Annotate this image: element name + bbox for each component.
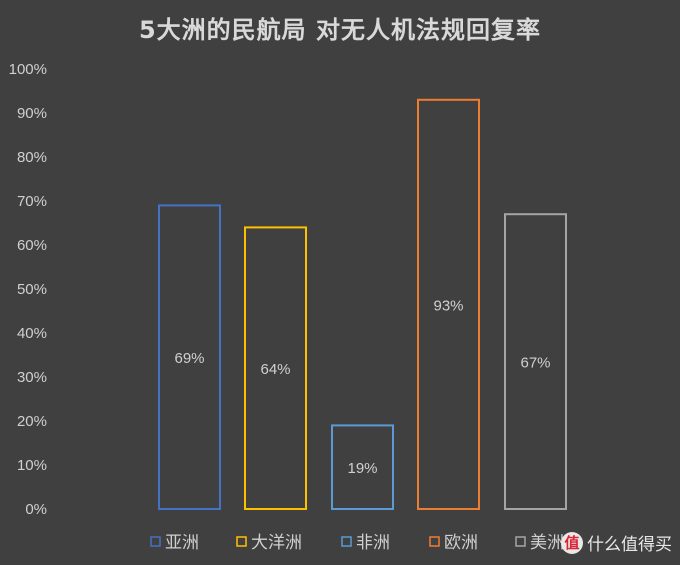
chart-title: 5大洲的民航局 对无人机法规回复率	[138, 16, 542, 44]
y-tick-label: 80%	[17, 149, 47, 166]
y-tick-label: 40%	[17, 325, 47, 342]
y-tick-label: 70%	[17, 193, 47, 210]
legend-label: 亚洲	[165, 533, 199, 553]
legend-swatch	[236, 536, 247, 547]
y-tick-label: 30%	[17, 369, 47, 386]
data-label: 93%	[433, 297, 463, 314]
y-tick-label: 100%	[9, 61, 47, 78]
bar-4	[417, 98, 480, 511]
watermark-logo-icon: 值	[561, 531, 583, 554]
legend-label: 美洲	[530, 533, 564, 553]
bar-2	[244, 226, 307, 510]
data-label: 67%	[520, 355, 550, 372]
y-tick-label: 10%	[17, 457, 47, 474]
legend-swatch	[515, 536, 526, 547]
legend-swatch	[429, 536, 440, 547]
bar-1	[158, 204, 221, 510]
y-tick-label: 60%	[17, 237, 47, 254]
y-tick-label: 20%	[17, 413, 47, 430]
legend-label: 大洋洲	[251, 533, 302, 553]
legend-swatch	[150, 536, 161, 547]
watermark: 值 什么值得买	[561, 530, 672, 555]
y-tick-label: 50%	[17, 281, 47, 298]
data-label: 19%	[347, 460, 377, 477]
legend-label: 欧洲	[444, 533, 478, 553]
watermark-text: 什么值得买	[587, 535, 672, 555]
legend-label: 非洲	[356, 533, 390, 553]
y-tick-label: 90%	[17, 105, 47, 122]
y-tick-label: 0%	[25, 501, 47, 518]
data-label: 64%	[260, 361, 290, 378]
bar-3	[331, 424, 394, 510]
bar-5	[504, 213, 567, 510]
legend-swatch	[341, 536, 352, 547]
data-label: 69%	[174, 350, 204, 367]
